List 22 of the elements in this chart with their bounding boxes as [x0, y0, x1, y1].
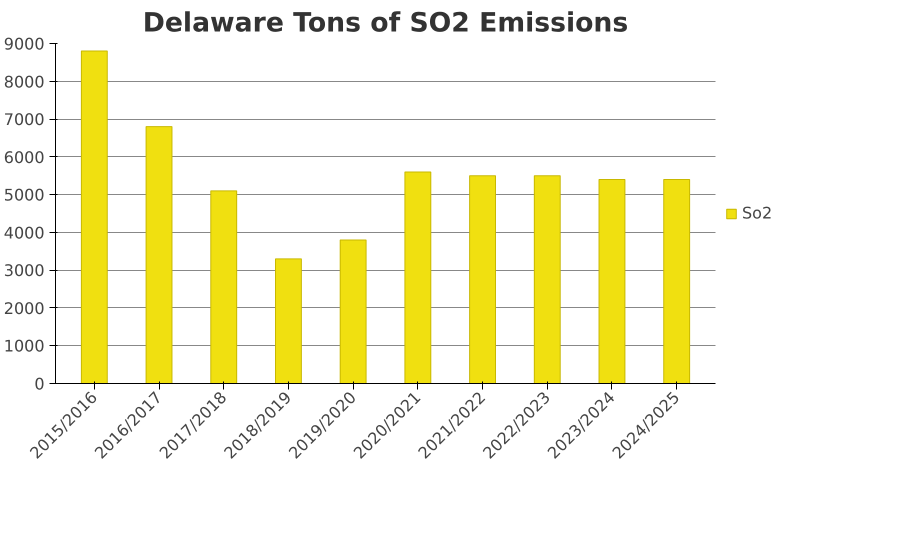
y-tick-label: 9000: [4, 34, 44, 54]
y-tick-label: 7000: [4, 110, 44, 130]
bar: [404, 171, 432, 384]
y-tick-label: 8000: [4, 72, 44, 92]
y-tick-label: 1000: [4, 336, 44, 356]
bar: [534, 175, 561, 384]
y-tick-label: 4000: [4, 223, 44, 242]
y-tick-label: 2000: [4, 298, 44, 318]
y-tick-label: 0: [34, 374, 45, 394]
bar: [275, 258, 302, 384]
y-tick-label: 5000: [4, 186, 44, 205]
bar: [210, 190, 238, 384]
bar: [598, 179, 626, 384]
y-tick-label: 3000: [4, 261, 44, 280]
bar: [146, 126, 172, 384]
bar: [469, 175, 496, 384]
bar: [663, 179, 690, 384]
bar: [340, 239, 367, 384]
chart-title: Delaware Tons of SO2 Emissions: [142, 8, 628, 38]
y-tick-label: 6000: [4, 148, 44, 167]
bar: [80, 50, 108, 384]
legend-label: So2: [742, 204, 772, 222]
